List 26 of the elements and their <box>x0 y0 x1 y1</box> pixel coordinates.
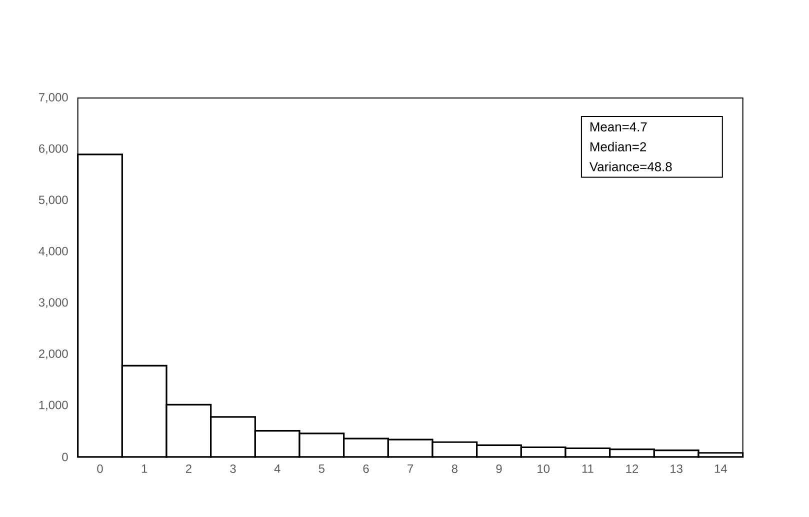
x-tick-label: 5 <box>318 464 324 473</box>
x-tick-label: 0 <box>97 464 103 473</box>
x-tick-label: 13 <box>670 464 682 473</box>
x-tick-label: 2 <box>186 464 192 473</box>
x-tick-label: 10 <box>538 464 550 473</box>
x-tick-label: 12 <box>626 464 638 473</box>
y-tick-label: 3,000 <box>38 298 68 308</box>
y-tick-label: 6,000 <box>39 144 68 154</box>
y-tick-label: 0 <box>62 452 68 462</box>
x-tick-label: 1 <box>142 464 148 473</box>
annotation: Variance=48.8 <box>589 162 672 172</box>
y-tick-label: 5,000 <box>38 196 68 206</box>
x-tick-label: 14 <box>714 464 727 473</box>
x-tick-label: 6 <box>363 464 369 473</box>
y-tick-label: 4,000 <box>38 246 68 257</box>
y-tick-label: 1,000 <box>39 400 68 411</box>
annotation: Mean=4.7 <box>590 122 647 132</box>
x-tick-label: 9 <box>496 464 502 473</box>
x-tick-label: 7 <box>408 464 414 473</box>
y-tick-label: 2,000 <box>39 349 68 360</box>
x-tick-label: 8 <box>452 464 458 473</box>
x-tick-label: 11 <box>582 464 594 473</box>
annotation: Median=2 <box>590 142 646 152</box>
x-tick-label: 4 <box>274 464 280 473</box>
y-tick-label: 7,000 <box>39 93 68 103</box>
x-tick-label: 3 <box>230 464 236 473</box>
